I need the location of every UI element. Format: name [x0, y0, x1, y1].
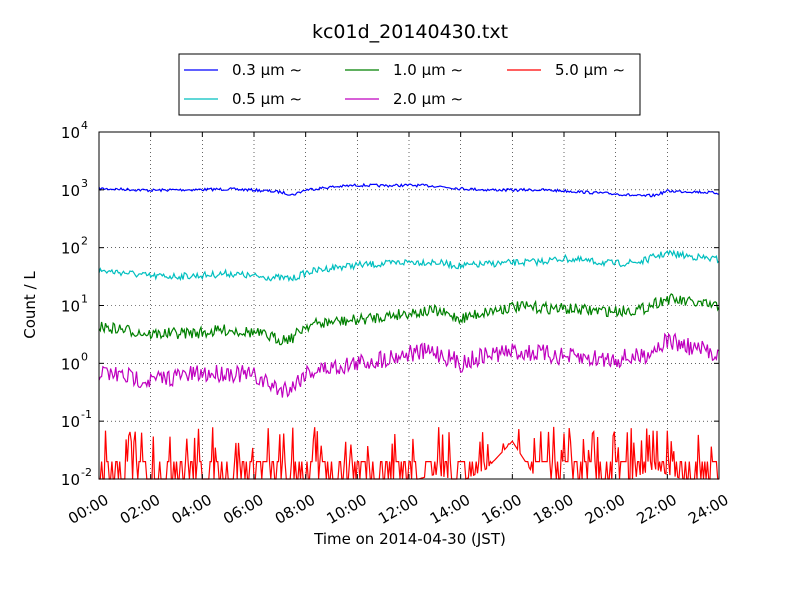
- y-tick-label: 10 -2: [61, 466, 92, 489]
- x-tick-label: 08:00: [272, 491, 318, 528]
- legend-box: [178, 53, 641, 116]
- y-tick-label-base: 10: [61, 413, 80, 431]
- legend-item: 1.0 μm ∼: [345, 61, 463, 79]
- x-tick-label: 06:00: [220, 491, 266, 528]
- y-tick-label: 10 0: [61, 350, 88, 373]
- series-line: [98, 332, 720, 398]
- y-tick-label-base: 10: [61, 182, 80, 200]
- y-tick-label-exp: 2: [81, 235, 88, 248]
- x-tick-label: 00:00: [65, 491, 111, 528]
- x-tick-label: 14:00: [427, 491, 473, 528]
- y-tick-label-exp: 4: [81, 119, 88, 132]
- legend-label: 2.0 μm ∼: [393, 90, 463, 108]
- grid: [99, 132, 719, 479]
- legend-label: 0.5 μm ∼: [232, 90, 302, 108]
- y-tick-label-exp: 1: [81, 293, 88, 306]
- x-tick-label: 22:00: [633, 491, 679, 528]
- x-tick-label: 18:00: [530, 491, 576, 528]
- y-axis-label: Count / L: [21, 271, 39, 339]
- legend: 0.3 μm ∼ 0.5 μm ∼ 1.0 μm ∼ 2.0 μm ∼ 5.0 μm ∼: [178, 53, 641, 116]
- y-tick-label-exp: 3: [81, 177, 88, 190]
- legend-item: 0.3 μm ∼: [184, 61, 302, 79]
- y-tick-label-base: 10: [61, 240, 80, 258]
- legend-item: 0.5 μm ∼: [184, 90, 302, 108]
- series-line: [98, 293, 720, 346]
- y-tick-label-base: 10: [61, 471, 80, 489]
- y-tick-label: 10 3: [61, 177, 88, 200]
- x-tick-label: 24:00: [685, 491, 731, 528]
- legend-label: 5.0 μm ∼: [555, 61, 625, 79]
- x-tick-label: 04:00: [168, 491, 214, 528]
- x-tick-label: 02:00: [117, 491, 163, 528]
- x-tick-label: 16:00: [478, 491, 524, 528]
- chart-title: kc01d_20140430.txt: [312, 21, 508, 43]
- y-tick-label: 10 4: [61, 119, 88, 142]
- series-line: [98, 182, 720, 198]
- legend-item: 5.0 μm ∼: [507, 61, 625, 79]
- x-axis-label: Time on 2014-04-30 (JST): [313, 530, 506, 548]
- y-tick-label-base: 10: [61, 355, 80, 373]
- ticks: [98, 131, 720, 480]
- y-tick-label-exp: -1: [81, 408, 92, 421]
- x-tick-label: 12:00: [375, 491, 421, 528]
- x-tick-label: 20:00: [582, 491, 628, 528]
- legend-label: 0.3 μm ∼: [232, 61, 302, 79]
- x-tick-label: 10:00: [323, 491, 369, 528]
- x-tick-labels: 00:00 02:00 04:00 06:00 08:00 10:00 12:00 14:00…: [65, 491, 731, 528]
- y-tick-label-exp: 0: [81, 350, 88, 363]
- series-line: [98, 249, 720, 283]
- y-tick-label-base: 10: [61, 298, 80, 316]
- y-tick-label: 10 2: [61, 235, 88, 258]
- y-tick-label-exp: -2: [81, 466, 92, 479]
- y-tick-label-base: 10: [61, 124, 80, 142]
- legend-label: 1.0 μm ∼: [393, 61, 463, 79]
- y-tick-label: 10 -1: [61, 408, 92, 431]
- y-tick-label: 10 1: [61, 293, 88, 316]
- legend-item: 2.0 μm ∼: [345, 90, 463, 108]
